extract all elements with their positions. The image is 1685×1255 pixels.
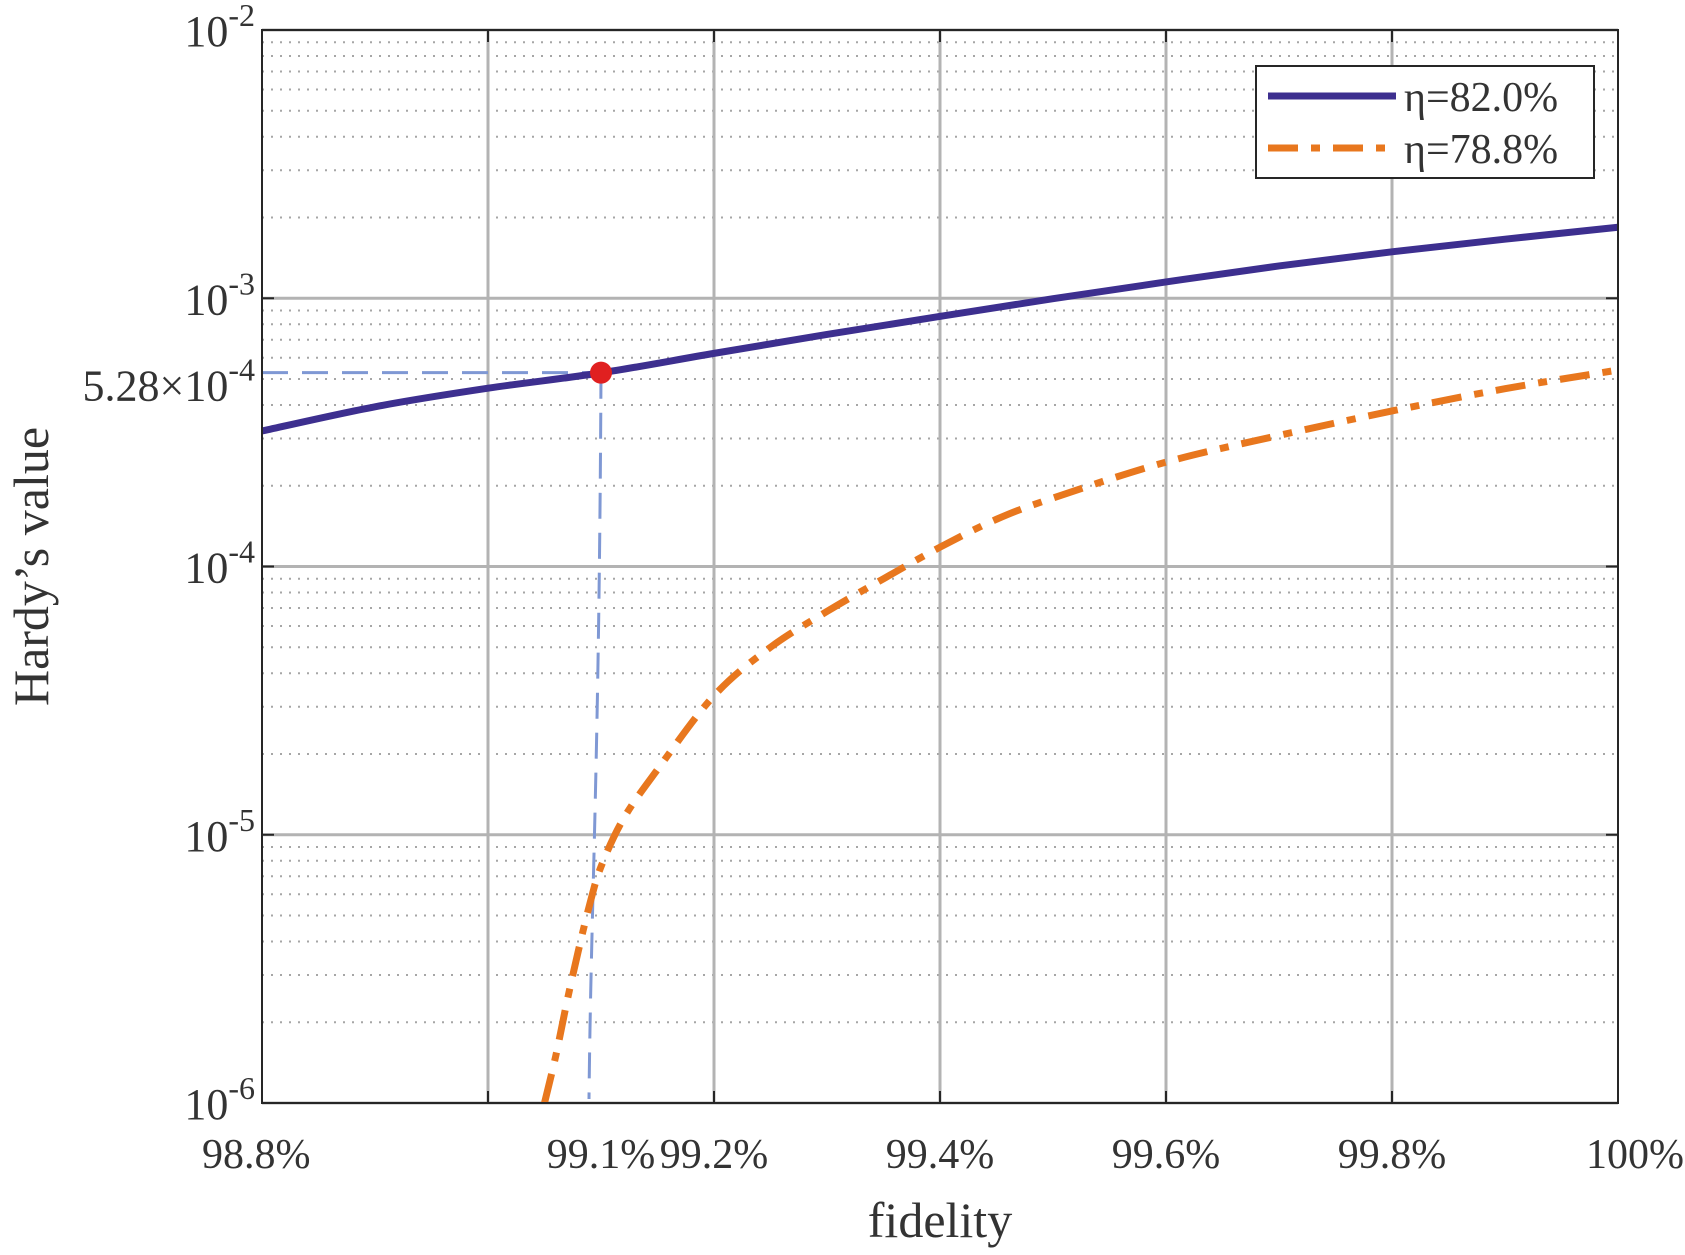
x-tick-label: 100% — [1586, 1132, 1684, 1178]
y-tick-exponent: -4 — [228, 534, 255, 570]
label-layer: fidelity Hardy’s value — [3, 427, 1012, 1248]
x-tick-label: 99.6% — [1112, 1132, 1221, 1178]
y-tick-exponent: -3 — [228, 265, 255, 301]
x-tick-label: 99.2% — [660, 1132, 769, 1178]
highlight-value-label: 5.28×10-4 — [83, 352, 255, 411]
tick-layer: 98.8% 99.1% 99.2% 99.4% 99.6% 99.8% 100%10-210… — [184, 0, 1684, 1178]
y-tick-base: 10 — [184, 275, 228, 324]
guide-layer — [262, 371, 603, 1100]
legend-box — [1255, 65, 1595, 179]
y-tick-base: 10 — [184, 7, 228, 56]
x-tick-label: 99.1% — [547, 1132, 656, 1178]
legend-label: η=82.0% — [1404, 75, 1558, 121]
y-tick-exponent: -6 — [228, 1070, 255, 1106]
y-axis-label: Hardy’s value — [3, 427, 59, 706]
y-tick-base: 10 — [184, 1080, 228, 1129]
y-tick-label: 10-5 — [184, 802, 255, 861]
y-tick-exponent: -5 — [228, 802, 255, 838]
legend-label: η=78.8% — [1404, 127, 1558, 173]
x-tick-label: 99.8% — [1338, 1132, 1447, 1178]
y-tick-exponent: -2 — [228, 0, 255, 33]
highlight-label-base: 5.28×10 — [83, 362, 229, 411]
series-layer — [261, 223, 1619, 1104]
series-line-eta-82 — [261, 223, 1619, 435]
legend: η=82.0% η=78.8% — [1255, 65, 1595, 179]
highlight-guide-vertical — [587, 372, 603, 1100]
highlight-point-marker — [590, 361, 612, 384]
y-tick-label: 10-3 — [184, 265, 255, 324]
x-tick-label: 98.8% — [202, 1132, 311, 1178]
y-tick-label: 10-6 — [184, 1070, 255, 1129]
x-tick-label: 99.4% — [886, 1132, 995, 1178]
y-tick-base: 10 — [184, 812, 228, 861]
highlight-label-exponent: -4 — [228, 352, 255, 388]
y-tick-base: 10 — [184, 544, 228, 593]
x-axis-label: fidelity — [868, 1192, 1012, 1248]
y-tick-label: 10-2 — [184, 0, 255, 56]
marker-layer: 5.28×10-4 — [83, 352, 612, 411]
y-tick-label: 10-4 — [184, 534, 255, 593]
series-line-eta-78-8 — [541, 366, 1619, 1104]
